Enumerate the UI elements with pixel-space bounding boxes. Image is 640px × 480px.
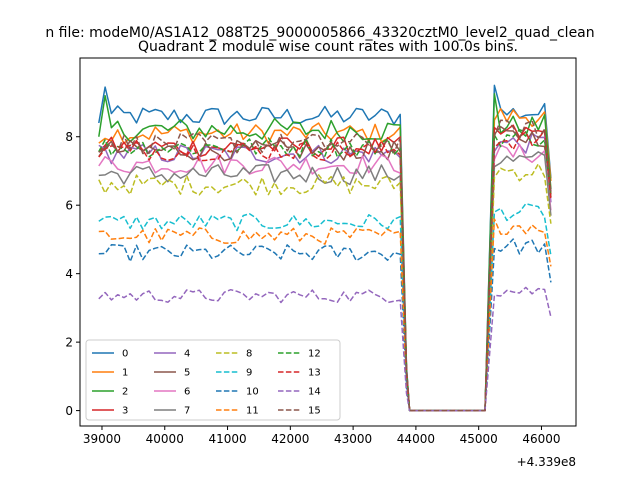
y-tick-label: 2 (65, 336, 73, 350)
y-tick-label: 8 (65, 130, 73, 144)
series-line-14 (98, 286, 552, 412)
legend-label-1: 1 (122, 368, 128, 379)
series-line-13 (98, 129, 552, 412)
legend-label-11: 11 (246, 406, 259, 417)
legend-label-5: 5 (184, 368, 190, 379)
legend-label-7: 7 (184, 406, 190, 417)
series-line-15 (98, 119, 552, 412)
legend-label-14: 14 (308, 387, 321, 398)
y-tick-label: 4 (65, 267, 73, 281)
y-axis: 0 2 4 6 8 (65, 130, 80, 418)
legend-label-13: 13 (308, 368, 321, 379)
x-tick-label: 40000 (146, 432, 184, 446)
legend-label-9: 9 (246, 368, 252, 379)
chart-title: Quadrant 2 module wise count rates with … (138, 39, 518, 55)
legend-frame (85, 339, 341, 421)
plot-frame (79, 57, 577, 427)
legend-label-8: 8 (246, 349, 252, 360)
y-tick-label: 6 (65, 199, 73, 213)
legend-label-12: 12 (308, 349, 321, 360)
legend-label-10: 10 (246, 387, 259, 398)
x-tick-label: 39000 (83, 432, 121, 446)
x-tick-label: 44000 (397, 432, 435, 446)
legend-label-0: 0 (122, 349, 128, 360)
x-tick-label: 41000 (208, 432, 246, 446)
series-lines (98, 84, 552, 412)
y-tick-label: 0 (65, 404, 73, 418)
x-tick-label: 45000 (460, 432, 498, 446)
figure-suptitle: n file: modeM0/AS1A12_088T25_9000005866_… (45, 25, 594, 41)
x-offset-label: +4.339e8 (517, 455, 576, 469)
x-tick-label: 43000 (334, 432, 372, 446)
legend-label-6: 6 (184, 387, 190, 398)
legend-label-2: 2 (122, 387, 128, 398)
x-tick-label: 46000 (522, 432, 560, 446)
x-axis: 39000 40000 41000 42000 43000 44000 45000 46000 (83, 426, 561, 446)
legend-label-4: 4 (184, 349, 190, 360)
legend-label-3: 3 (122, 406, 128, 417)
x-tick-label: 42000 (271, 432, 309, 446)
legend-label-15: 15 (308, 406, 321, 417)
